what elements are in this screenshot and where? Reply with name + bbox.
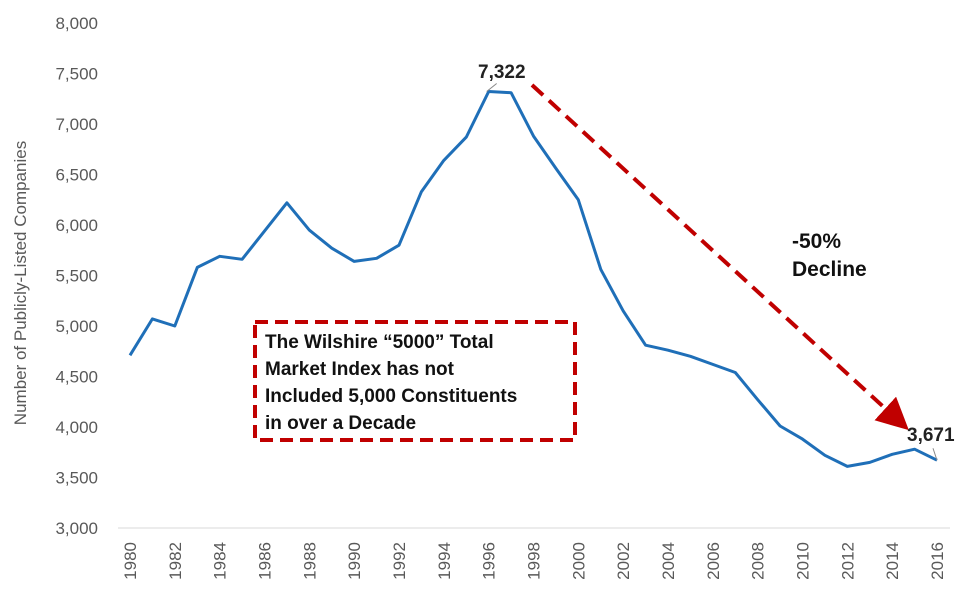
y-tick-label: 5,500 (55, 267, 98, 286)
x-tick-label: 1994 (435, 542, 454, 580)
callout-line-1: The Wilshire “5000” Total (265, 332, 494, 353)
x-tick-label: 1998 (525, 542, 544, 580)
x-axis-ticks: 1980 1982 1984 1986 1988 1990 1992 1994 1996 1998… (121, 542, 947, 580)
y-tick-label: 4,000 (55, 418, 98, 437)
y-tick-label: 6,000 (55, 216, 98, 235)
y-tick-label: 8,000 (55, 14, 98, 33)
series-line (128, 90, 938, 468)
callout-line-3: Included 5,000 Constituents (265, 386, 517, 407)
callout-line-2: Market Index has not (265, 359, 455, 380)
x-tick-label: 2016 (928, 542, 947, 580)
x-tick-label: 2014 (883, 542, 902, 580)
peak-label: 7,322 (478, 62, 526, 83)
x-tick-label: 1982 (166, 542, 185, 580)
x-tick-label: 1984 (211, 542, 230, 580)
x-tick-label: 2008 (749, 542, 768, 580)
x-tick-label: 1992 (390, 542, 409, 580)
y-tick-label: 5,000 (55, 317, 98, 336)
x-tick-label: 1988 (300, 542, 319, 580)
decline-percent-label: -50% (792, 230, 841, 253)
callout-box (253, 320, 577, 442)
end-label-leader (932, 448, 938, 461)
y-axis-ticks: 3,000 3,500 4,000 4,500 5,000 5,500 6,000 6,500… (55, 14, 98, 538)
x-tick-label: 1990 (345, 542, 364, 580)
y-tick-label: 7,500 (55, 65, 98, 84)
x-tick-label: 2012 (838, 542, 857, 580)
x-tick-label: 2000 (569, 542, 588, 580)
y-tick-label: 3,500 (55, 469, 98, 488)
peak-label-leader (486, 83, 497, 92)
x-tick-label: 2002 (614, 542, 633, 580)
decline-word-label: Decline (792, 258, 867, 281)
x-tick-label: 1996 (480, 542, 499, 580)
callout-line-4: in over a Decade (265, 413, 416, 434)
y-tick-label: 4,500 (55, 368, 98, 387)
end-label: 3,671 (907, 425, 955, 446)
x-tick-label: 2006 (704, 542, 723, 580)
x-tick-label: 1980 (121, 542, 140, 580)
y-tick-label: 6,500 (55, 166, 98, 185)
x-tick-label: 2010 (794, 542, 813, 580)
y-tick-label: 7,000 (55, 115, 98, 134)
x-tick-label: 1986 (256, 542, 275, 580)
decline-arrow (530, 83, 909, 431)
y-tick-label: 3,000 (55, 519, 98, 538)
x-tick-label: 2004 (659, 542, 678, 580)
y-axis-label: Number of Publicly-Listed Companies (11, 141, 30, 425)
